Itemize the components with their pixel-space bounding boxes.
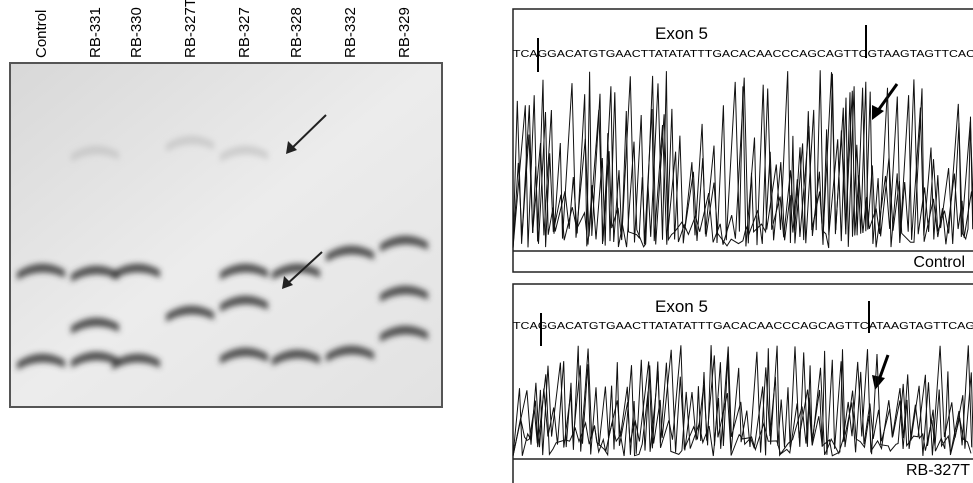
panel-label: Control: [913, 254, 965, 271]
band: [112, 353, 160, 370]
lane-label: RB-330: [128, 7, 145, 58]
band: [326, 345, 374, 362]
band: [112, 263, 160, 280]
band: [380, 285, 428, 302]
band: [380, 235, 428, 252]
lane-label: RB-327: [236, 7, 253, 58]
band: [166, 305, 214, 322]
band: [220, 263, 268, 280]
band: [71, 317, 119, 334]
panel-title: Exon 5: [655, 297, 708, 316]
lane-label: RB-329: [396, 7, 413, 58]
trace: [512, 345, 973, 457]
arrow-head: [282, 276, 293, 289]
gel-bands: [17, 135, 428, 370]
panel-title: Exon 5: [655, 24, 708, 43]
band: [71, 351, 119, 368]
lane-labels: Control RB-331 RB-330 RB-327T RB-327 RB-328 RB…: [33, 0, 413, 58]
band: [166, 135, 214, 152]
lane-label: Control: [33, 10, 50, 58]
arrow-head: [286, 141, 297, 154]
lane-label: RB-328: [288, 7, 305, 58]
lane-label: RB-331: [87, 7, 104, 58]
trace: [512, 71, 973, 249]
panel-label: RB-327T: [906, 462, 970, 479]
band: [380, 325, 428, 342]
trace: [512, 345, 972, 457]
band: [220, 347, 268, 364]
band: [220, 145, 268, 162]
band: [17, 263, 65, 280]
lane-label: RB-327T: [182, 0, 199, 58]
band: [71, 265, 119, 282]
arrow: [289, 114, 327, 151]
arrow: [285, 251, 323, 286]
band: [326, 245, 374, 262]
trace: [512, 75, 973, 249]
chromatogram-panel: Exon 5 TCAGGACATGTGAACTTATATATTTGACACAAC…: [512, 8, 973, 273]
band: [272, 263, 320, 280]
band: [220, 295, 268, 312]
band: [272, 349, 320, 366]
lane-label: RB-332: [342, 7, 359, 58]
sequence: TCAGGACATGTGAACTTATATATTTGACACAACCCAGCAG…: [513, 49, 973, 60]
band: [71, 145, 119, 162]
sequence: TCAGGACATGTGAACTTATATATTTGACACAACCCAGCAG…: [513, 321, 973, 332]
chromatogram-panel: Exon 5 TCAGGACATGTGAACTTATATATTTGACACAAC…: [512, 283, 973, 483]
gel: [9, 62, 443, 408]
band: [17, 353, 65, 370]
